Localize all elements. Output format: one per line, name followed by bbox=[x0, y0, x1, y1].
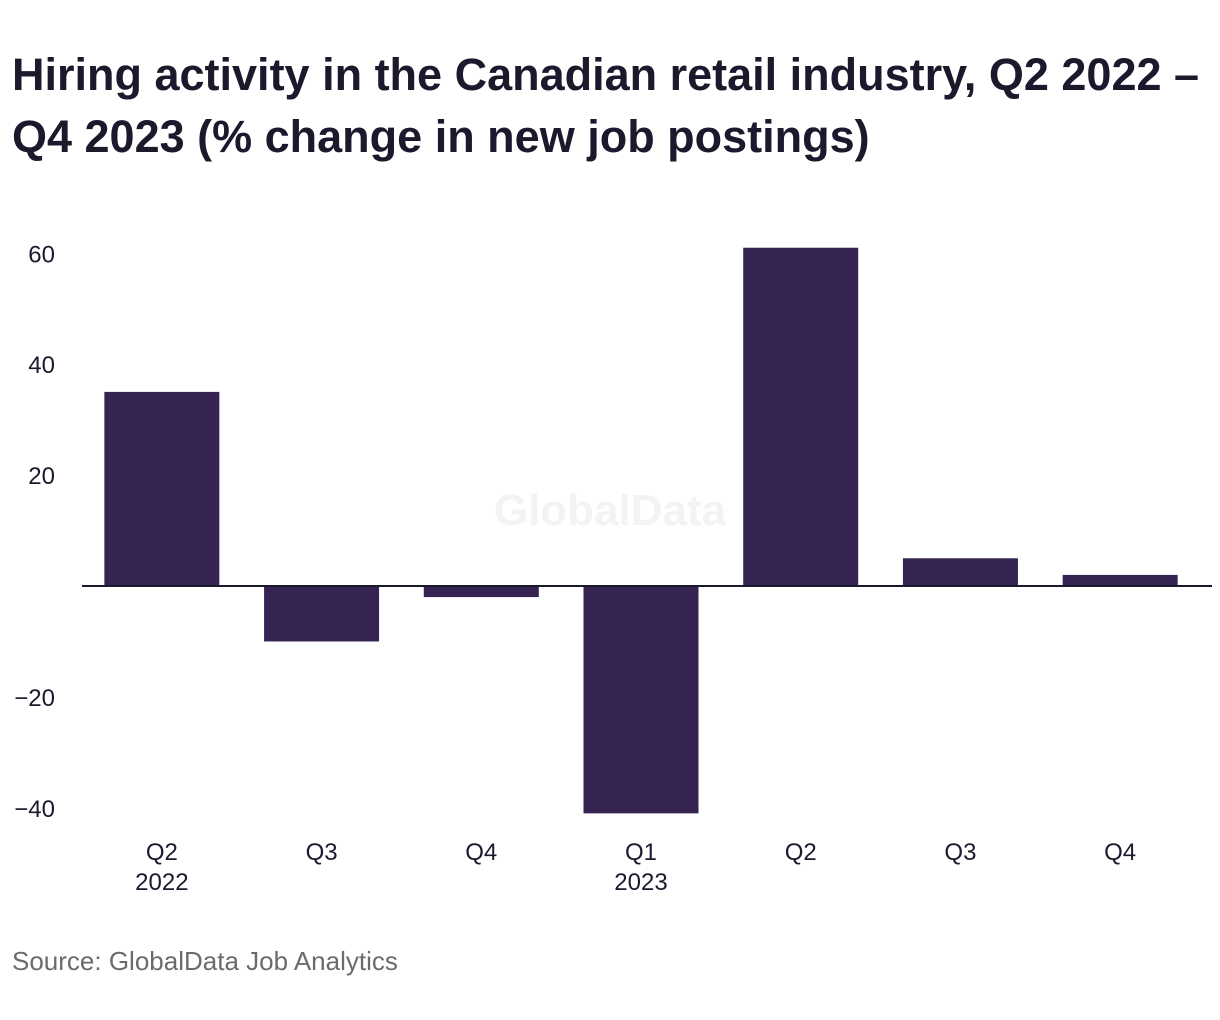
bar bbox=[264, 586, 380, 642]
x-axis-ticks: Q2 2022 Q3 Q4 Q1 2023 Q2 Q3 Q4 bbox=[135, 839, 1136, 896]
x-tick-label: Q3 bbox=[944, 839, 976, 866]
x-tick-year-label: 2023 bbox=[614, 869, 667, 896]
bar bbox=[743, 247, 859, 586]
y-tick-label: 20 bbox=[28, 463, 55, 490]
x-tick-label: Q1 bbox=[625, 839, 657, 866]
bar bbox=[1062, 574, 1178, 586]
y-tick-label: −20 bbox=[14, 685, 55, 712]
bar bbox=[423, 586, 539, 598]
bar bbox=[104, 391, 220, 586]
y-tick-label: −40 bbox=[14, 796, 55, 823]
source-note: Source: GlobalData Job Analytics bbox=[12, 946, 398, 976]
x-tick-label: Q3 bbox=[306, 839, 338, 866]
x-tick-label: Q4 bbox=[465, 839, 497, 866]
y-tick-label: 40 bbox=[28, 352, 55, 379]
watermark: GlobalData bbox=[494, 486, 727, 535]
bar bbox=[902, 558, 1018, 586]
bar bbox=[583, 586, 699, 814]
x-tick-year-label: 2022 bbox=[135, 869, 188, 896]
chart-title: Hiring activity in the Canadian retail i… bbox=[12, 49, 1200, 162]
bars bbox=[104, 247, 1178, 814]
y-axis-ticks: 60 40 20 −20 −40 bbox=[14, 241, 55, 823]
x-tick-label: Q2 bbox=[785, 839, 817, 866]
y-tick-label: 60 bbox=[28, 241, 55, 268]
x-tick-label: Q2 bbox=[146, 839, 178, 866]
x-tick-label: Q4 bbox=[1104, 839, 1136, 866]
